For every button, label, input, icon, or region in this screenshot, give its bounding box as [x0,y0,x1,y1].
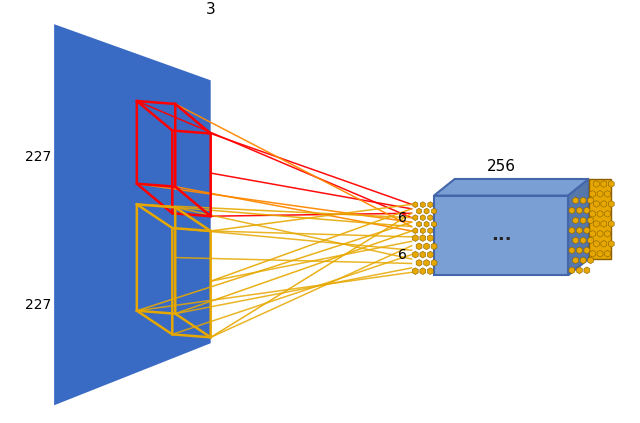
Polygon shape [417,221,422,227]
Polygon shape [573,237,579,244]
Polygon shape [588,237,593,244]
Polygon shape [597,191,603,197]
Polygon shape [609,220,614,227]
Polygon shape [577,267,582,274]
Polygon shape [573,197,579,204]
Polygon shape [609,201,614,207]
Polygon shape [428,202,433,208]
Polygon shape [580,197,586,204]
Polygon shape [588,217,593,224]
Polygon shape [573,217,579,224]
Polygon shape [580,237,586,244]
Polygon shape [584,207,590,214]
Polygon shape [601,201,607,207]
Polygon shape [584,227,590,234]
Polygon shape [412,251,418,258]
Polygon shape [413,215,418,221]
Polygon shape [580,257,586,264]
Polygon shape [593,240,599,247]
Polygon shape [597,231,603,237]
Polygon shape [589,191,595,197]
Polygon shape [589,250,595,257]
Polygon shape [568,179,589,275]
Polygon shape [584,267,590,274]
Polygon shape [420,202,426,208]
Polygon shape [593,181,599,187]
Polygon shape [424,243,429,250]
Polygon shape [54,24,211,405]
Polygon shape [569,207,575,214]
Polygon shape [601,181,607,187]
Polygon shape [424,260,429,266]
Polygon shape [577,247,582,254]
Polygon shape [420,228,426,233]
Polygon shape [424,208,429,214]
Polygon shape [431,260,437,266]
Polygon shape [609,181,614,187]
Polygon shape [420,235,426,242]
Text: ...: ... [491,226,511,244]
Polygon shape [428,268,433,275]
Polygon shape [593,201,599,207]
Polygon shape [605,211,611,217]
Polygon shape [605,191,611,197]
Polygon shape [577,207,582,214]
Polygon shape [424,221,429,227]
Text: 227: 227 [25,298,51,312]
Polygon shape [569,267,575,274]
Polygon shape [412,235,418,242]
Polygon shape [413,228,418,233]
Text: 6: 6 [398,211,407,225]
Polygon shape [431,221,436,227]
Polygon shape [584,247,590,254]
Polygon shape [434,195,568,275]
Polygon shape [589,179,611,259]
Polygon shape [431,243,437,250]
Polygon shape [588,257,593,264]
Polygon shape [434,179,589,195]
Polygon shape [605,250,611,257]
Polygon shape [416,243,422,250]
Polygon shape [412,268,418,275]
Polygon shape [601,240,607,247]
Polygon shape [569,247,575,254]
Polygon shape [589,211,595,217]
Polygon shape [417,208,422,214]
Polygon shape [420,215,426,221]
Polygon shape [593,220,599,227]
Polygon shape [420,251,426,258]
Polygon shape [420,268,426,275]
Polygon shape [588,197,593,204]
Polygon shape [609,240,614,247]
Polygon shape [573,257,579,264]
Polygon shape [597,250,603,257]
Polygon shape [428,215,433,221]
Text: 256: 256 [486,159,516,174]
Polygon shape [431,208,436,214]
Polygon shape [413,202,418,208]
Polygon shape [428,235,433,242]
Polygon shape [416,260,422,266]
Polygon shape [597,211,603,217]
Polygon shape [428,251,433,258]
Polygon shape [428,228,433,233]
Polygon shape [605,231,611,237]
Text: 6: 6 [398,247,407,261]
Polygon shape [569,227,575,234]
Text: 3: 3 [206,2,216,16]
Text: 227: 227 [25,150,51,164]
Polygon shape [601,220,607,227]
Polygon shape [589,231,595,237]
Polygon shape [580,217,586,224]
Polygon shape [577,227,582,234]
